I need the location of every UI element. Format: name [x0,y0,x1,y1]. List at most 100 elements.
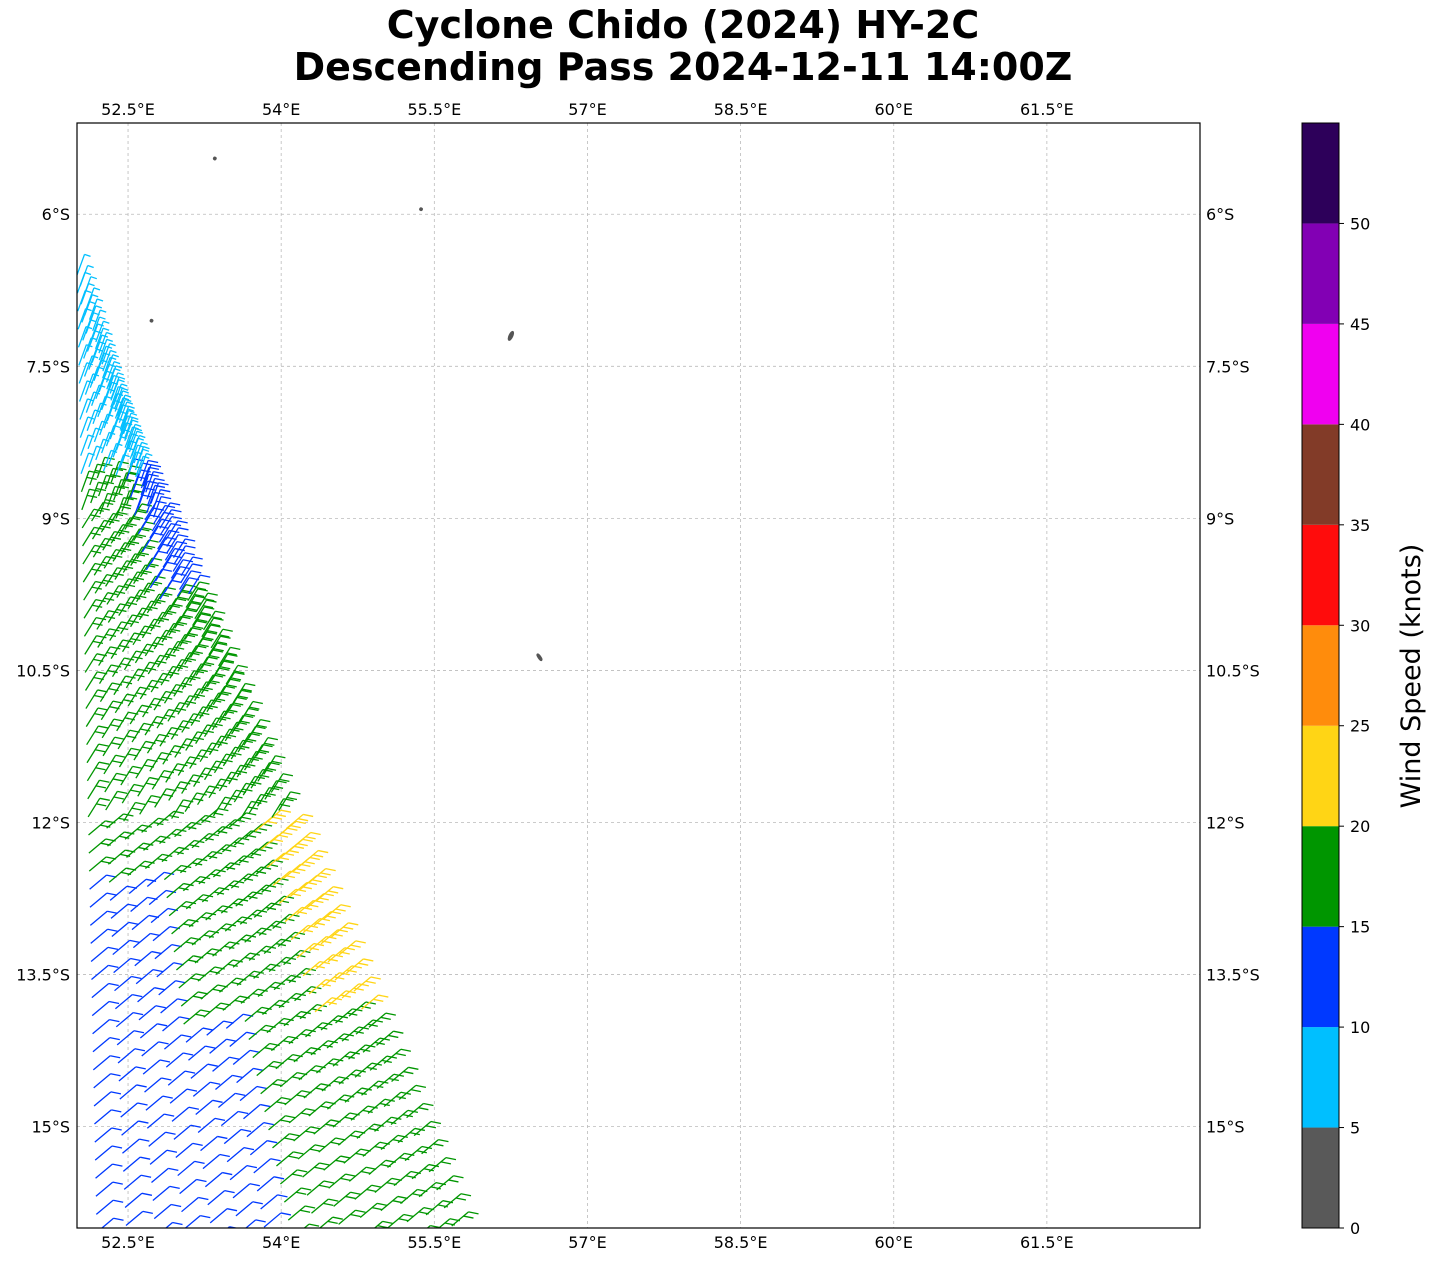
wind-barb [304,1084,331,1098]
barb-staff [92,983,109,997]
wind-barb [145,1078,172,1092]
barb-feather [218,809,228,811]
barb-staff [371,1239,388,1253]
barb-staff [116,1013,133,1027]
barb-staff [91,929,108,943]
lat-label-left: 12°S [31,813,70,832]
barb-feather [365,1246,375,1248]
barb-staff [110,622,122,641]
barb-feather [471,1234,481,1236]
wind-barb [158,1259,185,1264]
wind-barb [369,1160,396,1174]
barb-feather [367,1190,377,1192]
barb-staff [182,775,194,794]
barb-staff [129,879,146,893]
barb-feather [157,1024,167,1026]
barb-feather [416,1085,426,1087]
barb-feather [340,1178,350,1180]
wind-barb [433,1219,460,1233]
barb-feather [181,1035,191,1037]
barb-staff [102,719,114,738]
barb-staff [342,984,359,998]
barb-feather [303,839,313,841]
barb-feather [171,510,181,512]
wind-barb [110,622,132,641]
barb-staff [97,1254,114,1264]
barb-staff [262,878,279,892]
barb-feather [143,447,149,449]
wind-barb [210,1209,237,1223]
barb-staff [354,977,371,991]
barb-staff [387,1153,404,1167]
wind-barb [249,1025,276,1039]
barb-feather [296,1192,306,1194]
barb-staff [261,1080,278,1094]
wind-barb [257,1062,284,1076]
barb-feather [201,1010,211,1012]
barb-staff [304,1084,321,1098]
barb-staff [87,762,99,781]
barb-feather [114,532,124,534]
barb-staff [399,1251,416,1264]
barb-feather [167,1150,177,1152]
barb-staff [215,1245,232,1259]
barb-staff [221,1111,238,1125]
barb-staff [81,471,89,492]
barb-staff [117,1031,134,1045]
barb-feather [97,299,103,301]
barb-feather [172,580,182,582]
wind-barb [154,1204,181,1218]
barb-feather [441,1162,451,1164]
wind-barb [154,691,176,710]
barb-staff [175,739,187,758]
barb-feather [186,678,196,680]
barb-feather [484,1248,494,1250]
wind-barb [300,1260,327,1264]
barb-feather [280,1120,290,1122]
barb-feather [358,963,368,965]
barb-staff [239,1220,256,1234]
barb-staff [244,867,261,881]
barb-feather [305,1131,315,1133]
barb-feather [96,306,102,308]
wind-barb [187,1252,214,1264]
wind-barb [219,679,241,698]
barb-feather [281,1098,291,1100]
barb-staff [249,1025,266,1039]
wind-barb [273,1134,300,1148]
lon-label-bottom: 61.5°E [1020,1233,1074,1252]
barb-feather [238,1111,248,1113]
barb-staff [335,966,352,980]
wind-barb [157,710,179,729]
wind-barb [344,1149,371,1163]
wind-barb [138,778,160,797]
wind-barb [257,1177,284,1191]
barb-staff [176,1143,193,1157]
barb-feather [157,716,167,718]
barb-feather [220,1155,230,1157]
barb-staff [155,945,172,959]
wind-barb [86,672,108,691]
island [150,319,154,323]
barb-staff [349,1167,366,1181]
wind-barb [156,1223,183,1237]
barb-feather [261,795,271,797]
barb-staff [112,922,129,936]
barb-feather [94,714,104,716]
barb-staff [339,1210,356,1224]
barb-staff [316,1217,333,1231]
barb-staff [133,626,145,645]
barb-feather [166,1132,176,1134]
barb-feather [335,1160,345,1162]
barb-feather [139,435,145,437]
barb-feather [91,277,97,279]
barb-feather [271,1159,281,1161]
barb-feather [192,564,202,566]
barb-feather [142,442,148,444]
map-frame [77,123,1200,1228]
colorbar-tick-label: 10 [1350,1018,1370,1037]
barb-feather [130,940,140,942]
barb-feather [337,1258,347,1260]
barb-staff [150,753,162,772]
barb-staff [100,665,112,684]
